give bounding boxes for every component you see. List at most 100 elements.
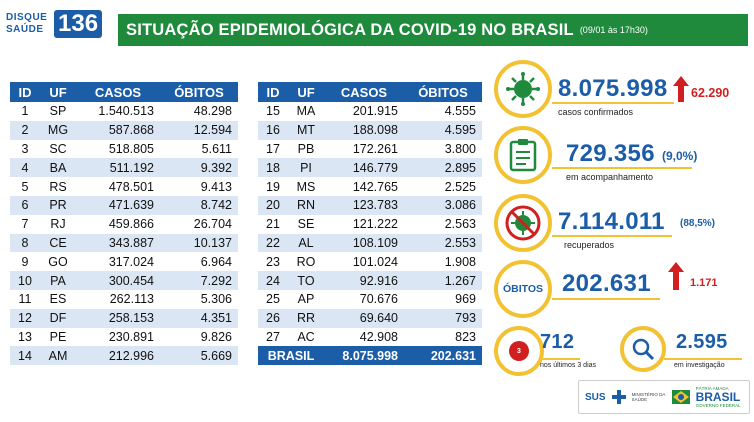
cell-uf: RO (288, 252, 324, 272)
cell-uf: BA (40, 158, 76, 178)
logo-disque-text: DISQUE (6, 12, 48, 23)
col-header-casos: CASOS (76, 82, 160, 102)
cell-obitos: 2.525 (404, 177, 482, 196)
cell-id: 26 (258, 308, 288, 328)
cell-uf: RS (40, 177, 76, 196)
cell-id: 16 (258, 120, 288, 140)
total-casos: 8.075.998 (324, 346, 404, 366)
cell-uf: AC (288, 327, 324, 347)
cell-id: 7 (10, 214, 40, 234)
cell-uf: MS (288, 177, 324, 196)
brasil-logo: PÁTRIA AMADA BRASIL GOVERNO FEDERAL (696, 386, 741, 408)
table-row: 22 AL 108.109 2.553 (258, 233, 482, 253)
cell-casos: 511.192 (76, 158, 160, 178)
deaths-tag: ÓBITOS (502, 283, 544, 295)
cell-casos: 317.024 (76, 252, 160, 272)
recent-underline (540, 358, 580, 360)
government-logos: SUS MINISTÉRIO DA SAÚDE PÁTRIA AMADA BRA… (578, 380, 750, 414)
table-header-row: ID UF CASOS ÓBITOS (10, 82, 238, 102)
table-row: 9 GO 317.024 6.964 (10, 252, 238, 272)
table-row: 18 PI 146.779 2.895 (258, 158, 482, 178)
cell-casos: 42.908 (324, 327, 404, 347)
cell-id: 27 (258, 327, 288, 347)
cell-uf: CE (40, 233, 76, 253)
logo-number: 136 (54, 10, 103, 38)
cell-obitos: 969 (404, 289, 482, 309)
cell-id: 21 (258, 214, 288, 234)
table-row: 6 PR 471.639 8.742 (10, 195, 238, 215)
cell-id: 19 (258, 177, 288, 196)
cell-uf: DF (40, 308, 76, 328)
cell-casos: 69.640 (324, 308, 404, 328)
cell-casos: 471.639 (76, 195, 160, 215)
confirmed-delta: 62.290 (691, 86, 730, 100)
cell-id: 6 (10, 195, 40, 215)
cell-id: 25 (258, 289, 288, 309)
cell-obitos: 1.908 (404, 252, 482, 272)
arrow-up-icon (668, 262, 684, 290)
cell-obitos: 12.594 (160, 120, 238, 140)
cell-id: 3 (10, 139, 40, 159)
table-row: 3 SC 518.805 5.611 (10, 139, 238, 159)
col-header-obitos: ÓBITOS (160, 82, 238, 102)
col-header-id: ID (10, 82, 40, 102)
cell-id: 1 (10, 102, 40, 121)
cell-obitos: 9.392 (160, 158, 238, 178)
cell-obitos: 1.267 (404, 271, 482, 290)
total-row: BRASIL 8.075.998 202.631 (258, 346, 482, 366)
cell-uf: MG (40, 120, 76, 140)
cell-uf: AL (288, 233, 324, 253)
cell-obitos: 10.137 (160, 233, 238, 253)
deaths-icon-circle: ÓBITOS (494, 260, 552, 318)
cell-id: 17 (258, 139, 288, 159)
recovered-label: recuperados (564, 240, 615, 250)
cell-obitos: 5.611 (160, 139, 238, 159)
col-header-uf: UF (288, 82, 324, 102)
cell-id: 4 (10, 158, 40, 178)
monitoring-underline (552, 167, 692, 169)
virus-icon (506, 72, 540, 106)
table-row: 2 MG 587.868 12.594 (10, 120, 238, 140)
cell-casos: 212.996 (76, 346, 160, 366)
confirmed-value: 8.075.998 (558, 75, 668, 102)
logo-saude-text: SAÚDE (6, 24, 44, 35)
table-header-row: ID UF CASOS ÓBITOS (258, 82, 482, 102)
cell-casos: 146.779 (324, 158, 404, 178)
cell-id: 11 (10, 289, 40, 309)
cell-uf: GO (40, 252, 76, 272)
cell-id: 15 (258, 102, 288, 121)
plus-icon (611, 390, 626, 404)
cell-casos: 188.098 (324, 120, 404, 140)
col-header-casos: CASOS (324, 82, 404, 102)
cell-id: 10 (10, 271, 40, 290)
cell-casos: 101.024 (324, 252, 404, 272)
cell-uf: PR (40, 195, 76, 215)
table-row: 10 PA 300.454 7.292 (10, 271, 238, 290)
deaths-value: 202.631 (562, 270, 651, 297)
cell-id: 5 (10, 177, 40, 196)
cell-id: 9 (10, 252, 40, 272)
table-row: 27 AC 42.908 823 (258, 327, 482, 347)
cell-casos: 300.454 (76, 271, 160, 290)
cell-obitos: 6.964 (160, 252, 238, 272)
cell-obitos: 793 (404, 308, 482, 328)
cell-obitos: 2.563 (404, 214, 482, 234)
cell-obitos: 2.553 (404, 233, 482, 253)
cell-uf: PE (40, 327, 76, 347)
cell-obitos: 48.298 (160, 102, 238, 121)
monitoring-pct: (9,0%) (662, 149, 698, 163)
confirmed-icon-circle (494, 60, 552, 118)
cell-casos: 1.540.513 (76, 102, 160, 121)
col-header-uf: UF (40, 82, 76, 102)
cell-uf: PI (288, 158, 324, 178)
cell-obitos: 3.086 (404, 195, 482, 215)
table-row: 11 ES 262.113 5.306 (10, 289, 238, 309)
cell-casos: 172.261 (324, 139, 404, 159)
cell-id: 20 (258, 195, 288, 215)
cell-casos: 121.222 (324, 214, 404, 234)
cell-id: 13 (10, 327, 40, 347)
cell-id: 14 (10, 346, 40, 366)
sus-logo: SUS (585, 391, 606, 403)
cell-uf: SP (40, 102, 76, 121)
table-row: 7 RJ 459.866 26.704 (10, 214, 238, 234)
